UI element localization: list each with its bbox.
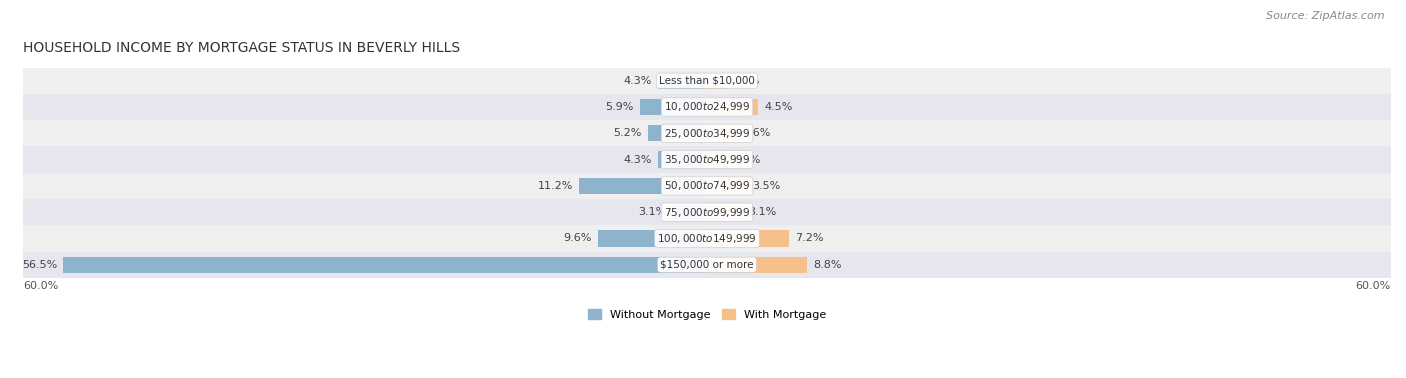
Bar xyxy=(707,178,747,194)
Text: $35,000 to $49,999: $35,000 to $49,999 xyxy=(664,153,751,166)
Bar xyxy=(707,125,737,141)
Text: 3.1%: 3.1% xyxy=(638,207,666,217)
Text: 4.3%: 4.3% xyxy=(624,155,652,164)
Bar xyxy=(63,257,707,273)
Bar xyxy=(707,257,807,273)
Text: $10,000 to $24,999: $10,000 to $24,999 xyxy=(664,101,751,113)
Text: Source: ZipAtlas.com: Source: ZipAtlas.com xyxy=(1267,11,1385,21)
Text: 7.2%: 7.2% xyxy=(794,234,824,243)
Bar xyxy=(658,152,707,168)
Bar xyxy=(707,204,742,220)
Bar xyxy=(598,230,707,246)
Bar xyxy=(640,99,707,115)
Text: $150,000 or more: $150,000 or more xyxy=(661,260,754,270)
Bar xyxy=(22,252,1391,278)
Text: $25,000 to $34,999: $25,000 to $34,999 xyxy=(664,127,751,140)
Text: 2.6%: 2.6% xyxy=(742,128,770,138)
Text: 1.7%: 1.7% xyxy=(733,76,761,86)
Bar xyxy=(658,73,707,89)
Text: 1.8%: 1.8% xyxy=(733,155,762,164)
Bar xyxy=(22,173,1391,199)
Bar xyxy=(648,125,707,141)
Bar xyxy=(672,204,707,220)
Text: 56.5%: 56.5% xyxy=(22,260,58,270)
Text: 4.3%: 4.3% xyxy=(624,76,652,86)
Bar xyxy=(707,152,727,168)
Text: 4.5%: 4.5% xyxy=(763,102,793,112)
Text: 5.9%: 5.9% xyxy=(606,102,634,112)
Text: 60.0%: 60.0% xyxy=(1355,281,1391,291)
Bar xyxy=(22,94,1391,120)
Bar xyxy=(707,230,789,246)
Bar xyxy=(707,99,758,115)
Text: 3.1%: 3.1% xyxy=(748,207,776,217)
Text: 60.0%: 60.0% xyxy=(22,281,58,291)
Text: 5.2%: 5.2% xyxy=(613,128,643,138)
Text: 3.5%: 3.5% xyxy=(752,181,780,191)
Bar xyxy=(579,178,707,194)
Text: 11.2%: 11.2% xyxy=(538,181,574,191)
Text: Less than $10,000: Less than $10,000 xyxy=(659,76,755,86)
Text: $50,000 to $74,999: $50,000 to $74,999 xyxy=(664,179,751,192)
Text: 9.6%: 9.6% xyxy=(564,234,592,243)
Text: $100,000 to $149,999: $100,000 to $149,999 xyxy=(657,232,756,245)
Bar xyxy=(22,199,1391,225)
Bar xyxy=(707,73,727,89)
Bar xyxy=(22,120,1391,146)
Bar xyxy=(22,146,1391,173)
Text: 8.8%: 8.8% xyxy=(813,260,842,270)
Bar xyxy=(22,68,1391,94)
Text: HOUSEHOLD INCOME BY MORTGAGE STATUS IN BEVERLY HILLS: HOUSEHOLD INCOME BY MORTGAGE STATUS IN B… xyxy=(22,42,460,56)
Legend: Without Mortgage, With Mortgage: Without Mortgage, With Mortgage xyxy=(583,305,831,324)
Bar xyxy=(22,225,1391,252)
Text: $75,000 to $99,999: $75,000 to $99,999 xyxy=(664,206,751,218)
